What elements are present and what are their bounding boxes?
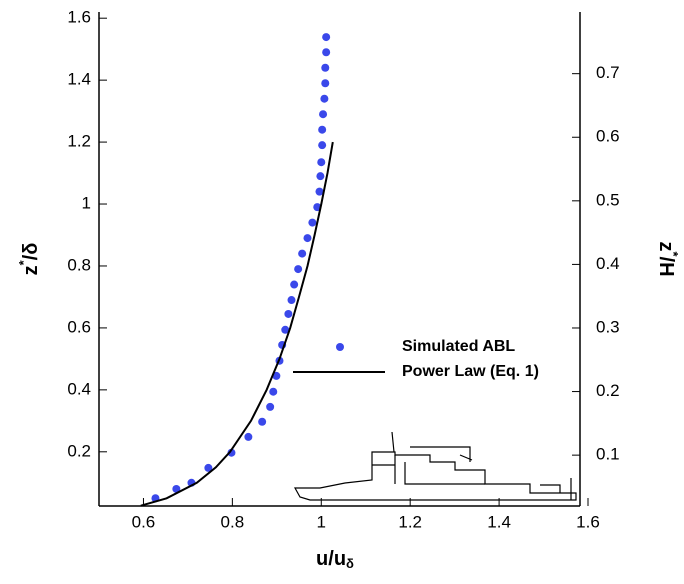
x-label-main: u/u — [316, 548, 346, 570]
data-point — [269, 387, 278, 396]
x-axis-label: u/uδ — [316, 548, 354, 571]
y2-tick-label: 0.2 — [596, 381, 620, 400]
data-point — [290, 280, 299, 289]
data-point — [303, 234, 312, 243]
x-tick-label: 1.4 — [487, 512, 511, 531]
data-point — [318, 141, 327, 150]
data-point — [172, 484, 181, 493]
data-point — [272, 371, 281, 380]
y2-label-base: z — [655, 241, 677, 251]
data-point — [319, 110, 328, 119]
legend-label: Power Law (Eq. 1) — [402, 363, 539, 380]
line — [140, 141, 334, 507]
x-tick-label: 0.6 — [132, 512, 156, 531]
data-point — [318, 125, 327, 134]
data-point — [287, 296, 296, 305]
legend-marker — [336, 343, 344, 351]
x-label-sub: δ — [346, 556, 354, 571]
data-point — [322, 33, 331, 42]
y2-tick-label: 0.7 — [596, 63, 620, 82]
y2-axis-label: z*/H — [655, 241, 681, 276]
y2-tick-label: 0.5 — [596, 190, 620, 209]
y-label-rest: /δ — [20, 243, 42, 261]
data-point — [315, 187, 324, 196]
ship-drawing — [293, 431, 577, 501]
data-point — [258, 417, 267, 426]
y-tick-label: 0.8 — [67, 255, 91, 274]
y-tick-label: 0.2 — [67, 441, 91, 460]
y2-tick-label: 0.3 — [596, 317, 620, 336]
data-point — [204, 463, 213, 472]
y-tick-label: 0.4 — [67, 379, 91, 398]
y-label-sup: * — [16, 259, 31, 265]
y-tick-label: 1.6 — [67, 8, 91, 27]
data-point — [316, 172, 325, 181]
data-point — [321, 63, 330, 72]
x-tick-label: 1.2 — [398, 512, 422, 531]
x-tick-label: 1 — [317, 512, 326, 531]
y-axis-label: z*/δ — [16, 243, 42, 276]
data-point — [281, 325, 290, 334]
data-point — [322, 48, 331, 57]
y2-label-rest: /H — [655, 257, 677, 277]
y-tick-label: 0.6 — [67, 317, 91, 336]
x-tick-label: 1.6 — [576, 512, 600, 531]
y2-tick-label: 0.4 — [596, 254, 620, 273]
data-point — [266, 402, 275, 411]
x-tick-label: 0.8 — [221, 512, 245, 531]
data-point — [321, 79, 330, 88]
data-point — [294, 265, 303, 274]
data-point — [320, 94, 329, 103]
data-point — [317, 158, 326, 167]
data-point — [308, 218, 317, 227]
y-tick-label: 1.4 — [67, 70, 91, 89]
data-point — [284, 309, 293, 318]
y-tick-label: 1.2 — [67, 132, 91, 151]
y-label-base: z — [20, 265, 42, 275]
data-point — [298, 249, 307, 258]
data-point — [227, 448, 236, 457]
y-tick-label: 1 — [82, 194, 91, 213]
y2-tick-label: 0.1 — [596, 445, 620, 464]
legend-label: Simulated ABL — [402, 338, 515, 355]
data-point — [244, 432, 253, 441]
y2-tick-label: 0.6 — [596, 127, 620, 146]
y2-label-sup: * — [666, 251, 681, 257]
